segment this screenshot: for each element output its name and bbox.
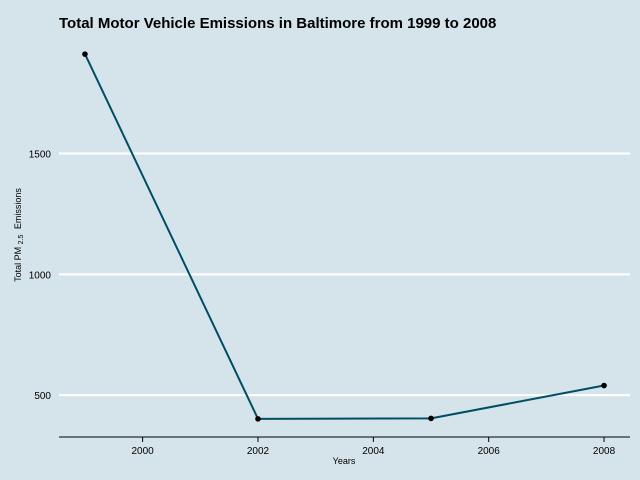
series-emissions [82, 51, 607, 422]
y-axis-ticks: 500 1000 1500 [29, 149, 52, 402]
y-axis-title-suffix: Emissions [13, 188, 23, 230]
x-axis-ticks: 2000 2002 2004 2006 2008 [132, 437, 616, 457]
data-point-2005 [428, 415, 434, 422]
y-tick-label-500: 500 [34, 391, 51, 402]
data-point-1999 [82, 51, 88, 57]
x-tick-label-2000: 2000 [132, 446, 155, 457]
y-axis-title-prefix: Total PM [13, 247, 23, 282]
y-tick-label-1500: 1500 [29, 149, 52, 160]
gridlines [59, 152, 630, 397]
x-tick-label-2004: 2004 [362, 446, 385, 457]
chart-title: Total Motor Vehicle Emissions in Baltimo… [59, 15, 496, 32]
data-point-2002 [255, 416, 261, 422]
x-tick-label-2002: 2002 [247, 446, 270, 457]
x-axis-title: Years [333, 456, 356, 466]
x-tick-label-2006: 2006 [478, 446, 501, 457]
y-axis-title-subscript: 2.5 [18, 235, 25, 245]
data-point-2008 [601, 382, 607, 389]
y-tick-label-1000: 1000 [29, 270, 52, 281]
series-line [84, 53, 605, 420]
x-tick-label-2008: 2008 [593, 446, 616, 457]
y-axis-title: Total PM 2.5 Emissions [13, 188, 25, 282]
